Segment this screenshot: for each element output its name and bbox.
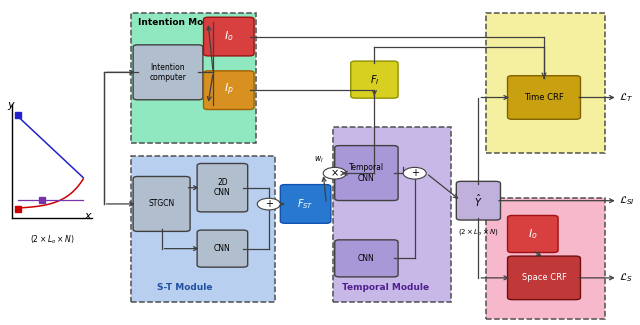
Text: $(2 \times L_o \times N)$: $(2 \times L_o \times N)$	[30, 234, 75, 246]
Text: CNN: CNN	[214, 244, 231, 253]
FancyBboxPatch shape	[131, 156, 275, 302]
FancyBboxPatch shape	[333, 127, 451, 302]
Text: Intention
computer: Intention computer	[150, 63, 186, 82]
FancyBboxPatch shape	[204, 17, 254, 56]
Text: +: +	[265, 199, 273, 209]
Text: Intention Module: Intention Module	[138, 18, 225, 27]
Text: +: +	[411, 168, 419, 178]
FancyBboxPatch shape	[335, 240, 398, 277]
FancyBboxPatch shape	[280, 185, 331, 223]
Text: $F_{ST}$: $F_{ST}$	[298, 197, 314, 211]
Text: Space CRF: Space CRF	[522, 273, 566, 282]
FancyBboxPatch shape	[351, 61, 398, 98]
Text: $I_o$: $I_o$	[224, 30, 234, 44]
FancyBboxPatch shape	[508, 256, 580, 300]
FancyBboxPatch shape	[508, 76, 580, 119]
Circle shape	[403, 167, 426, 179]
Text: $(2 \times L_p \times N)$: $(2 \times L_p \times N)$	[458, 227, 499, 239]
Text: CNN: CNN	[358, 254, 375, 263]
FancyBboxPatch shape	[486, 198, 605, 318]
Text: $\mathcal{L}_{SI}$: $\mathcal{L}_{SI}$	[619, 194, 635, 207]
Text: Temporal Module: Temporal Module	[342, 283, 429, 292]
FancyBboxPatch shape	[197, 230, 248, 267]
Text: $\mathcal{L}_S$: $\mathcal{L}_S$	[619, 271, 632, 284]
Text: $\hat{Y}$: $\hat{Y}$	[474, 193, 483, 209]
Text: $\mathcal{L}_T$: $\mathcal{L}_T$	[619, 91, 633, 104]
FancyBboxPatch shape	[508, 215, 558, 253]
Text: $x$: $x$	[84, 211, 93, 221]
FancyBboxPatch shape	[133, 176, 190, 231]
FancyBboxPatch shape	[335, 146, 398, 201]
Text: $y$: $y$	[8, 100, 17, 112]
Text: 2D
CNN: 2D CNN	[214, 178, 231, 197]
FancyBboxPatch shape	[204, 71, 254, 110]
Text: Temporal
CNN: Temporal CNN	[349, 163, 384, 183]
FancyBboxPatch shape	[131, 13, 256, 143]
Text: $F_I$: $F_I$	[370, 73, 379, 86]
Text: ×: ×	[331, 168, 339, 178]
Circle shape	[257, 198, 280, 210]
FancyBboxPatch shape	[133, 45, 203, 100]
FancyBboxPatch shape	[197, 163, 248, 212]
Text: STGCN: STGCN	[148, 200, 175, 208]
FancyBboxPatch shape	[456, 181, 500, 220]
Circle shape	[323, 167, 346, 179]
Text: $w_I$: $w_I$	[314, 155, 324, 165]
Text: Time CRF: Time CRF	[524, 93, 564, 102]
FancyBboxPatch shape	[486, 13, 605, 153]
Text: $I_p$: $I_p$	[224, 82, 234, 98]
Text: S-T Module: S-T Module	[157, 283, 212, 292]
Text: $I_o$: $I_o$	[528, 227, 538, 241]
